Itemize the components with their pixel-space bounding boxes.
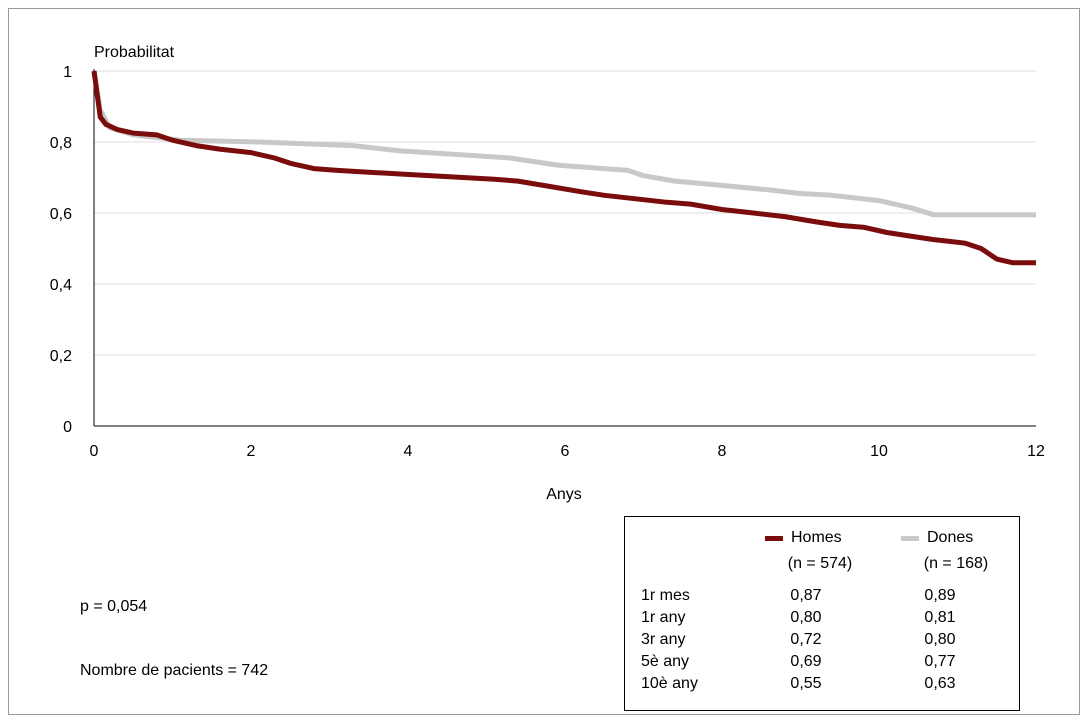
row-label: 1r mes xyxy=(641,587,690,604)
table-row: 1r mes 0,87 0,89 xyxy=(625,587,1019,609)
row-homes-value: 0,69 xyxy=(790,653,822,670)
y-tick-label: 0,8 xyxy=(50,135,72,152)
series-line-dones xyxy=(91,70,1036,218)
dones-n: (n = 168) xyxy=(923,555,989,572)
x-axis-label: Anys xyxy=(546,486,582,503)
row-label: 10è any xyxy=(641,675,698,692)
y-axis-label: Probabilitat xyxy=(94,44,175,61)
x-tick-label: 12 xyxy=(1027,443,1045,460)
series-lines xyxy=(91,70,1036,266)
row-homes-value: 0,55 xyxy=(790,675,822,692)
table-row: 3r any 0,72 0,80 xyxy=(625,631,1019,653)
row-label: 1r any xyxy=(641,609,686,626)
x-tick-label: 10 xyxy=(870,443,888,460)
gridlines xyxy=(94,70,1036,356)
table-row: 5è any 0,69 0,77 xyxy=(625,653,1019,675)
homes-n: (n = 574) xyxy=(787,555,853,572)
x-tick-label: 0 xyxy=(90,443,99,460)
x-tick-label: 8 xyxy=(718,443,727,460)
x-tick-label: 4 xyxy=(404,443,413,460)
y-tick-label: 0,6 xyxy=(50,206,72,223)
legend-homes: Homes xyxy=(765,529,842,547)
y-tick-label: 0 xyxy=(63,419,72,436)
y-tick-label: 1 xyxy=(63,64,72,81)
row-label: 5è any xyxy=(641,653,690,670)
survival-stats-table: Homes Dones (n = 574) (n = 168) 1r mes 0… xyxy=(624,516,1020,711)
x-tick-label: 6 xyxy=(561,443,570,460)
homes-swatch xyxy=(765,535,783,541)
row-homes-value: 0,80 xyxy=(790,609,822,626)
legend-dones: Dones xyxy=(901,529,973,547)
legend-dones-label: Dones xyxy=(927,529,974,546)
row-dones-value: 0,81 xyxy=(924,609,956,626)
y-tick-label: 0,2 xyxy=(50,348,72,365)
p-value-annotation: p = 0,054 xyxy=(80,598,148,615)
row-dones-value: 0,63 xyxy=(924,675,956,692)
row-dones-value: 0,89 xyxy=(924,587,956,604)
table-row: 1r any 0,80 0,81 xyxy=(625,609,1019,631)
tick-labels: 00,20,40,60,810 2 4 6 8 10 12 xyxy=(50,64,1045,460)
axes xyxy=(93,69,1036,427)
row-dones-value: 0,80 xyxy=(924,631,956,648)
table-row: 10è any 0,55 0,63 xyxy=(625,675,1019,697)
x-tick-label: 2 xyxy=(247,443,256,460)
row-homes-value: 0,72 xyxy=(790,631,822,648)
y-tick-label: 0,4 xyxy=(50,277,72,294)
row-homes-value: 0,87 xyxy=(790,587,822,604)
series-line-homes xyxy=(91,70,1036,266)
dones-swatch xyxy=(901,535,919,541)
row-dones-value: 0,77 xyxy=(924,653,956,670)
patient-count-annotation: Nombre de pacients = 742 xyxy=(80,662,269,679)
row-label: 3r any xyxy=(641,631,686,648)
legend-homes-label: Homes xyxy=(791,529,842,546)
